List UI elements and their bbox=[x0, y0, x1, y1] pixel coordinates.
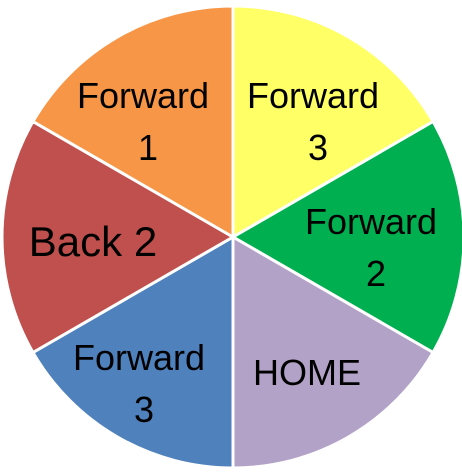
segment-label-forward-1: Forward 1 bbox=[77, 75, 219, 168]
segment-home bbox=[231, 235, 435, 470]
segment-forward-2 bbox=[231, 120, 462, 354]
segment-label-forward-3-bottom-line-1: Forward bbox=[73, 337, 205, 378]
segment-label-forward-2-line-1: Forward bbox=[305, 201, 437, 242]
segment-label-forward-1-line-1: Forward bbox=[77, 75, 209, 116]
segment-label-home-line-1: HOME bbox=[253, 352, 361, 393]
segment-label-home: HOME bbox=[253, 352, 361, 393]
segment-label-back-2: Back 2 bbox=[29, 218, 157, 265]
segment-forward-3-bottom bbox=[31, 235, 235, 470]
segment-forward-1 bbox=[31, 4, 235, 239]
segment-label-forward-3-top-line-1: Forward bbox=[247, 75, 379, 116]
segment-back-2 bbox=[0, 120, 235, 354]
spinner-labels: Forward 3 Forward 2 HOME Forward 3 Back … bbox=[29, 75, 447, 430]
spinner-wedges bbox=[0, 4, 462, 470]
segment-label-forward-3-bottom: Forward 3 bbox=[73, 337, 215, 430]
segment-label-forward-3-top-line-2: 3 bbox=[308, 127, 328, 168]
segment-label-forward-2: Forward 2 bbox=[305, 201, 447, 294]
segment-label-forward-3-top: Forward 3 bbox=[247, 75, 389, 168]
segment-forward-3-top bbox=[231, 4, 435, 239]
segment-label-forward-1-line-2: 1 bbox=[138, 127, 158, 168]
segment-label-back-2-line-1: Back 2 bbox=[29, 218, 157, 265]
segment-label-forward-3-bottom-line-2: 3 bbox=[134, 389, 154, 430]
segment-label-forward-2-line-2: 2 bbox=[366, 253, 386, 294]
